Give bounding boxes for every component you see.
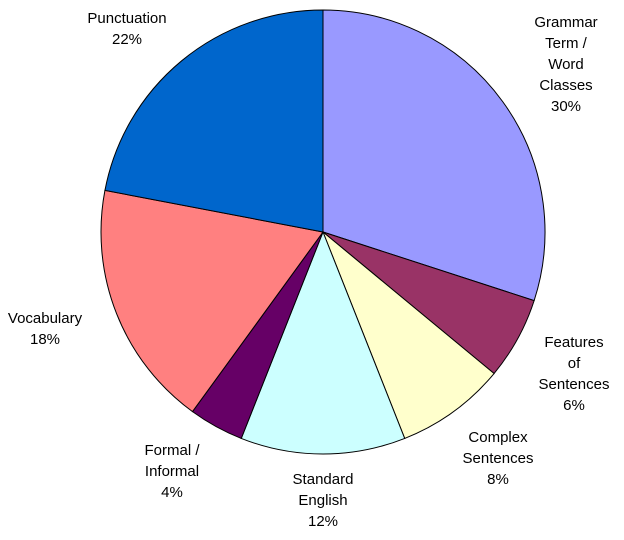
category-label: Formal / Informal	[144, 442, 200, 480]
slice-label: Grammar Term / Word Classes 30%	[534, 12, 597, 117]
category-label: Complex Sentences	[462, 429, 534, 467]
percent-label: 6%	[563, 397, 585, 414]
slice-label: Punctuation 22%	[87, 8, 166, 50]
pie-slice	[100, 189, 324, 413]
category-label: Grammar Term / Word Classes	[534, 14, 598, 94]
category-label: Punctuation	[87, 10, 167, 27]
percent-label: 8%	[487, 471, 509, 488]
pie-slice	[322, 231, 495, 440]
slice-label: Features of Sentences 6%	[539, 332, 610, 416]
slice-label: Vocabulary 18%	[8, 308, 82, 350]
slice-label: Standard English 12%	[293, 469, 354, 532]
category-label: Standard English	[292, 471, 354, 509]
percent-label: 18%	[29, 331, 61, 348]
pie-slice	[104, 9, 324, 233]
category-label: Features of Sentences	[538, 334, 610, 393]
category-label: Vocabulary	[7, 310, 83, 327]
percent-label: 12%	[307, 513, 339, 530]
percent-label: 4%	[161, 484, 183, 501]
slice-label: Complex Sentences 8%	[463, 427, 534, 490]
pie-slice	[322, 9, 546, 302]
percent-label: 30%	[550, 98, 582, 115]
pie-slice	[240, 230, 406, 455]
percent-label: 22%	[111, 31, 143, 48]
slice-label: Formal / Informal 4%	[144, 440, 199, 503]
